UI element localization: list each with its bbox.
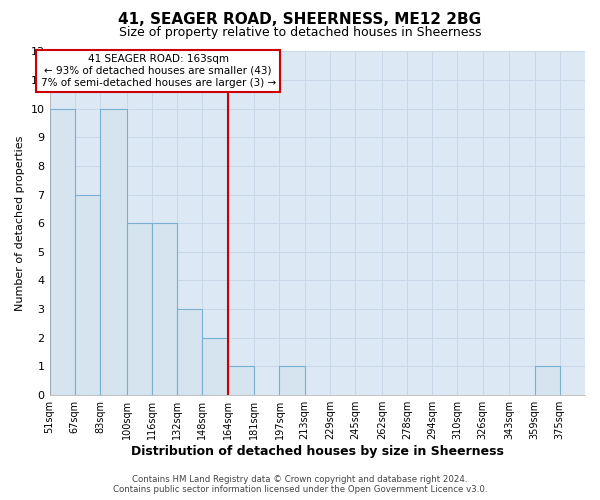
Text: Contains HM Land Registry data © Crown copyright and database right 2024.: Contains HM Land Registry data © Crown c… (132, 475, 468, 484)
Bar (177, 309, 202, 394)
Text: 41, SEAGER ROAD, SHEERNESS, ME12 2BG: 41, SEAGER ROAD, SHEERNESS, ME12 2BG (118, 12, 482, 28)
Bar (127, 223, 152, 394)
Bar (227, 366, 254, 394)
Bar (280, 366, 305, 394)
Bar (50, 108, 75, 395)
Bar (202, 338, 227, 394)
Text: Contains public sector information licensed under the Open Government Licence v3: Contains public sector information licen… (113, 485, 487, 494)
Bar (535, 366, 560, 394)
Text: 41 SEAGER ROAD: 163sqm
← 93% of detached houses are smaller (43)
7% of semi-deta: 41 SEAGER ROAD: 163sqm ← 93% of detached… (41, 54, 276, 88)
Bar (100, 108, 127, 395)
Bar (75, 194, 100, 394)
X-axis label: Distribution of detached houses by size in Sheerness: Distribution of detached houses by size … (131, 444, 504, 458)
Y-axis label: Number of detached properties: Number of detached properties (15, 136, 25, 311)
Bar (152, 223, 177, 394)
Text: Size of property relative to detached houses in Sheerness: Size of property relative to detached ho… (119, 26, 481, 39)
